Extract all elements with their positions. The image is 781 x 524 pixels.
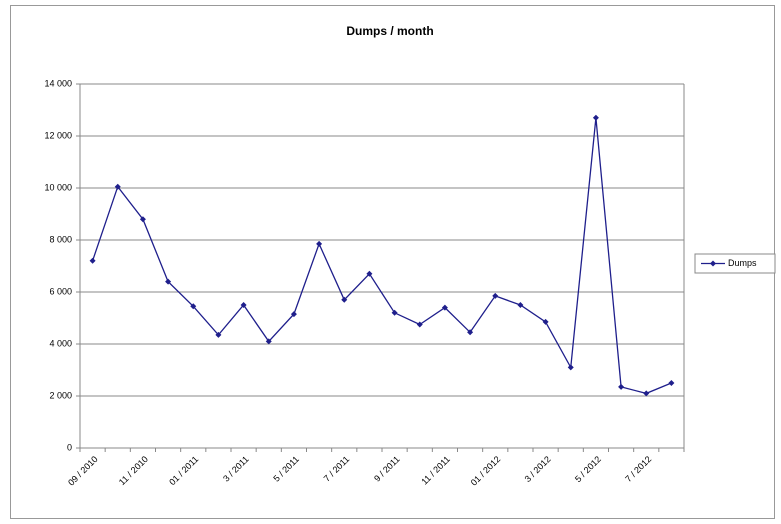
data-point bbox=[316, 240, 323, 247]
data-point bbox=[416, 321, 423, 328]
y-tick-label: 8 000 bbox=[49, 234, 72, 244]
data-point bbox=[668, 380, 675, 386]
data-point bbox=[366, 270, 373, 277]
data-point bbox=[643, 390, 650, 397]
data-point bbox=[240, 302, 247, 308]
data-point bbox=[114, 183, 121, 190]
data-point bbox=[341, 296, 348, 303]
data-point bbox=[215, 331, 222, 338]
y-tick-label: 4 000 bbox=[49, 338, 72, 348]
data-point bbox=[165, 278, 172, 285]
plot-area bbox=[80, 84, 684, 448]
chart-title: Dumps / month bbox=[346, 24, 433, 38]
y-tick-label: 14 000 bbox=[44, 78, 72, 88]
data-point bbox=[89, 257, 96, 264]
y-tick-label: 10 000 bbox=[44, 182, 72, 192]
data-point bbox=[567, 364, 574, 371]
data-point bbox=[517, 302, 524, 308]
legend-box bbox=[694, 253, 776, 274]
y-tick-label: 6 000 bbox=[49, 286, 72, 296]
data-point bbox=[265, 338, 272, 345]
y-tick-label: 0 bbox=[67, 442, 72, 452]
series-line bbox=[91, 117, 672, 395]
data-point bbox=[139, 216, 146, 223]
legend-label: Dumps bbox=[728, 258, 757, 268]
data-point bbox=[592, 114, 599, 121]
y-tick-label: 2 000 bbox=[49, 390, 72, 400]
data-point bbox=[391, 309, 398, 316]
data-point bbox=[542, 318, 549, 325]
legend-marker bbox=[710, 260, 716, 267]
data-point bbox=[441, 304, 448, 311]
data-point bbox=[190, 303, 197, 310]
data-point bbox=[290, 311, 297, 318]
data-point bbox=[492, 292, 499, 299]
data-point bbox=[467, 329, 474, 336]
y-tick-label: 12 000 bbox=[44, 130, 72, 140]
data-point bbox=[618, 383, 625, 390]
